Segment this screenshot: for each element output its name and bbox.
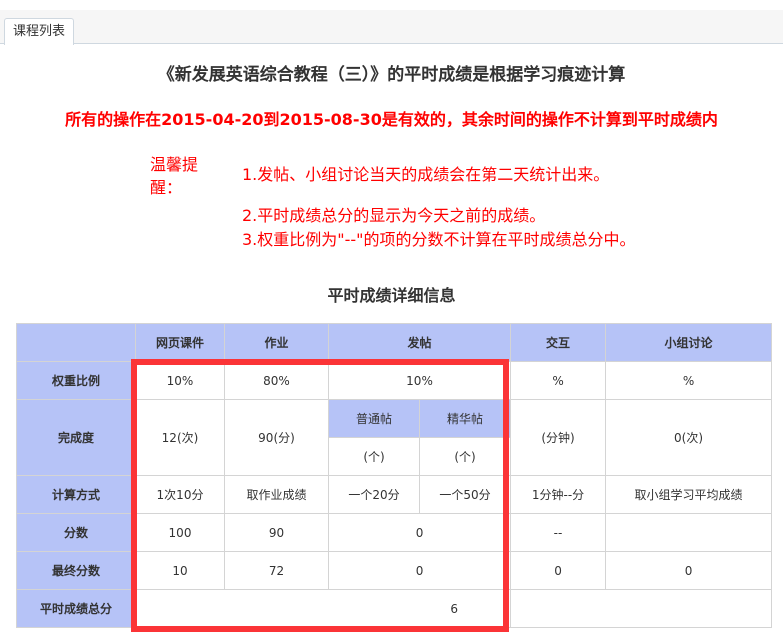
table-row: 分数 100 90 0 --: [16, 513, 773, 552]
row-label: 计算方式: [16, 475, 136, 514]
row-label: 平时成绩总分: [16, 589, 136, 628]
cell: %: [510, 361, 607, 400]
tip-item: 3.权重比例为"--"的项的分数不计算在平时成绩总分中。: [242, 230, 636, 249]
cell: 10%: [135, 361, 225, 400]
header-courseware: 网页课件: [135, 323, 225, 362]
table-row: 最终分数 10 72 0 0 0: [16, 551, 773, 590]
row-label: 权重比例: [16, 361, 136, 400]
cell: 72: [224, 551, 329, 590]
cell: 90(分): [224, 399, 329, 476]
table-header-row: 网页课件 作业 发帖 交互 小组讨论: [16, 323, 773, 362]
table-row: 权重比例 10% 80% 10% % %: [16, 361, 773, 400]
cell: 10%: [327, 361, 512, 400]
cell: [605, 513, 773, 552]
cell: 12(次): [135, 399, 225, 476]
cell: (分钟): [510, 399, 607, 476]
cell: 取小组学习平均成绩: [605, 475, 773, 514]
tips-label: 温馨提醒：: [150, 155, 199, 197]
cell: 90: [224, 513, 329, 552]
page-title: 《新发展英语综合教程（三）》的平时成绩是根据学习痕迹计算: [157, 65, 626, 85]
tip-item: 1.发帖、小组讨论当天的成绩会在第二天统计出来。: [242, 165, 610, 184]
cell: 0: [510, 551, 607, 590]
cell: 10: [135, 551, 225, 590]
row-label: 完成度: [16, 399, 136, 476]
tip-item: 2.平时成绩总分的显示为今天之前的成绩。: [242, 206, 546, 225]
cell: (个): [328, 437, 420, 476]
header-post: 发帖: [327, 323, 512, 362]
cell: 1次10分: [135, 475, 225, 514]
cell: (个): [418, 437, 512, 476]
cell: %: [605, 361, 773, 400]
row-label: 最终分数: [16, 551, 136, 590]
cell: 100: [135, 513, 225, 552]
cell: 1分钟--分: [510, 475, 607, 514]
cell: 0: [327, 513, 512, 552]
subheader-normal-post: 普通帖: [328, 399, 420, 438]
validity-warning: 所有的操作在2015-04-20到2015-08-30是有效的，其余时间的操作不…: [65, 110, 718, 129]
subheader-elite-post: 精华帖: [418, 399, 512, 438]
table-row: 完成度 12(次) 90(分) 普通帖 精华帖 (分钟) 0(次): [16, 399, 773, 476]
table-row: (个) (个): [17, 437, 772, 476]
cell-empty: [510, 589, 773, 628]
cell: 一个20分: [328, 475, 420, 514]
cell: 0(次): [605, 399, 773, 476]
tab-bar: 课程列表: [0, 10, 783, 45]
tab-course-list[interactable]: 课程列表: [4, 18, 75, 45]
header-homework: 作业: [224, 323, 329, 362]
table-row: 计算方式 1次10分 取作业成绩 一个20分 一个50分 1分钟--分 取小组学…: [16, 475, 773, 514]
row-label: 分数: [16, 513, 136, 552]
cell: 取作业成绩: [224, 475, 329, 514]
header-empty: [16, 323, 136, 362]
cell: 0: [605, 551, 773, 590]
cell: --: [510, 513, 607, 552]
header-interaction: 交互: [510, 323, 607, 362]
section-title: 平时成绩详细信息: [327, 286, 456, 305]
score-table: 网页课件 作业 发帖 交互 小组讨论 权重比例 10% 80% 10% % % …: [16, 323, 773, 628]
table-row: 平时成绩总分 6: [16, 589, 773, 628]
header-group: 小组讨论: [605, 323, 773, 362]
cell: 80%: [224, 361, 329, 400]
cell: 一个50分: [418, 475, 512, 514]
cell: 0: [327, 551, 512, 590]
total-score: 6: [134, 589, 512, 628]
